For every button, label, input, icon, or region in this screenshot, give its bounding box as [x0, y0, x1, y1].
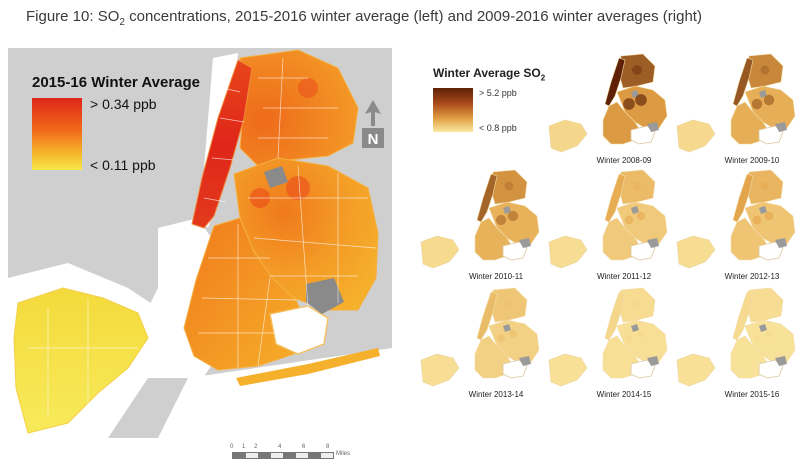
winter-map-shape	[676, 287, 796, 387]
caption-prefix: Figure 10: SO	[26, 8, 120, 25]
winter-map-6: Winter 2013-14	[415, 286, 543, 404]
right-legend-title-prefix: Winter Average SO	[433, 66, 541, 80]
winter-map-1: Winter 2008-09	[543, 52, 671, 170]
hotspot	[286, 176, 310, 200]
winter-map-8: Winter 2015-16	[671, 286, 799, 404]
north-label: N	[368, 131, 379, 148]
scale-tick: 0	[230, 444, 234, 450]
atlantic-water	[158, 348, 392, 438]
left-map-2015-16: 2015-16 Winter Average > 0.34 ppb < 0.11…	[8, 48, 392, 459]
hotspot	[298, 78, 318, 98]
right-legend-title: Winter Average SO2	[433, 66, 545, 82]
right-legend-low-label: < 0.8 ppb	[479, 123, 517, 133]
winter-map-shape	[420, 169, 540, 269]
caption-subscript: 2	[119, 17, 125, 28]
left-legend-color-ramp	[32, 98, 82, 170]
nyc-so2-map	[8, 48, 392, 438]
manhattan	[191, 59, 253, 229]
north-arrow-icon: N	[362, 100, 384, 150]
right-panel-winter-series: Winter Average SO2 > 5.2 ppb < 0.8 ppb W…	[415, 52, 799, 438]
staten-island	[13, 287, 149, 434]
winter-map-shape	[548, 287, 668, 387]
scale-unit: Miles	[336, 451, 351, 457]
scale-tick: 4	[278, 444, 282, 450]
winter-map-label: Winter 2010-11	[468, 272, 524, 281]
jfk-airport	[306, 278, 344, 314]
winter-map-shape	[548, 169, 668, 269]
winter-map-2: Winter 2009-10	[671, 52, 799, 170]
winter-map-shape	[676, 53, 796, 153]
winter-map-4: Winter 2011-12	[543, 168, 671, 286]
winter-map-label: Winter 2015-16	[724, 390, 780, 399]
scale-tick: 6	[302, 444, 306, 450]
scale-tick: 1	[242, 444, 246, 450]
right-legend-color-ramp	[433, 88, 473, 132]
caption-rest: concentrations, 2015-2016 winter average…	[124, 8, 702, 25]
left-legend-high-label: > 0.34 ppb	[90, 96, 157, 112]
neighborhood-boundaries	[28, 57, 377, 418]
left-legend-low-label: < 0.11 ppb	[90, 157, 156, 173]
scale-bar: 0 1 2 4 6 8 Miles	[230, 444, 362, 466]
right-legend: Winter Average SO2 > 5.2 ppb < 0.8 ppb	[433, 66, 633, 156]
scale-tick-labels: 0 1 2 4 6 8	[230, 444, 362, 452]
figure-caption: Figure 10: SO2 concentrations, 2015-2016…	[26, 8, 796, 28]
winter-map-shape	[676, 169, 796, 269]
winter-map-label: Winter 2013-14	[468, 390, 524, 399]
scale-tick: 8	[326, 444, 330, 450]
left-legend: 2015-16 Winter Average > 0.34 ppb < 0.11…	[32, 74, 232, 194]
winter-map-shape	[420, 287, 540, 387]
right-legend-high-label: > 5.2 ppb	[479, 88, 517, 98]
winter-map-5: Winter 2012-13	[671, 168, 799, 286]
winter-map-label: Winter 2014-15	[596, 390, 652, 399]
winter-map-shape	[548, 53, 668, 153]
winter-map-label: Winter 2011-12	[596, 272, 652, 281]
scale-tick: 2	[254, 444, 258, 450]
winter-map-3: Winter 2010-11	[415, 168, 543, 286]
left-legend-title: 2015-16 Winter Average	[32, 74, 201, 91]
laguardia-airport	[264, 166, 288, 188]
rockaway	[236, 348, 380, 386]
scale-bar-segments	[232, 452, 334, 459]
winter-map-label: Winter 2009-10	[724, 156, 780, 165]
winter-map-label: Winter 2008-09	[596, 156, 652, 165]
right-legend-title-sub: 2	[540, 73, 546, 83]
winter-map-7: Winter 2014-15	[543, 286, 671, 404]
winter-map-label: Winter 2012-13	[724, 272, 780, 281]
